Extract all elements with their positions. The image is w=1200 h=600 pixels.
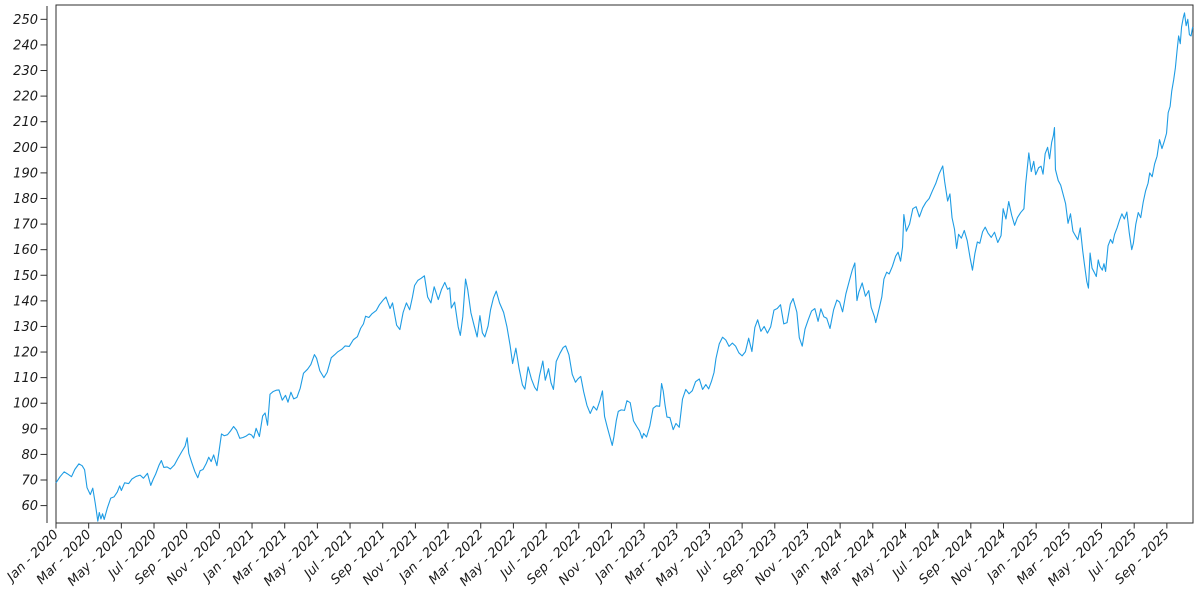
y-tick-label: 130	[13, 320, 38, 335]
y-tick-label: 230	[13, 64, 38, 79]
y-tick-label: 90	[21, 422, 38, 437]
y-tick-label: 60	[21, 499, 38, 514]
y-tick-label: 80	[21, 448, 38, 463]
plot-border	[55, 4, 1194, 524]
y-tick-label: 200	[13, 141, 38, 156]
price-line	[55, 12, 1194, 522]
y-tick-label: 220	[13, 90, 38, 105]
y-tick-label: 210	[13, 115, 38, 130]
y-tick-label: 250	[13, 13, 38, 28]
y-tick-label: 170	[13, 218, 38, 233]
y-tick-label: 100	[13, 397, 38, 412]
y-tick-label: 240	[13, 38, 38, 53]
y-tick-label: 70	[21, 474, 38, 489]
y-tick-label: 150	[13, 269, 38, 284]
y-tick-label: 140	[13, 294, 38, 309]
y-tick-label: 110	[13, 371, 38, 386]
y-tick-label: 190	[13, 166, 38, 181]
y-tick-label: 180	[13, 192, 38, 207]
y-tick-label: 160	[13, 243, 38, 258]
y-tick-label: 120	[13, 346, 38, 361]
